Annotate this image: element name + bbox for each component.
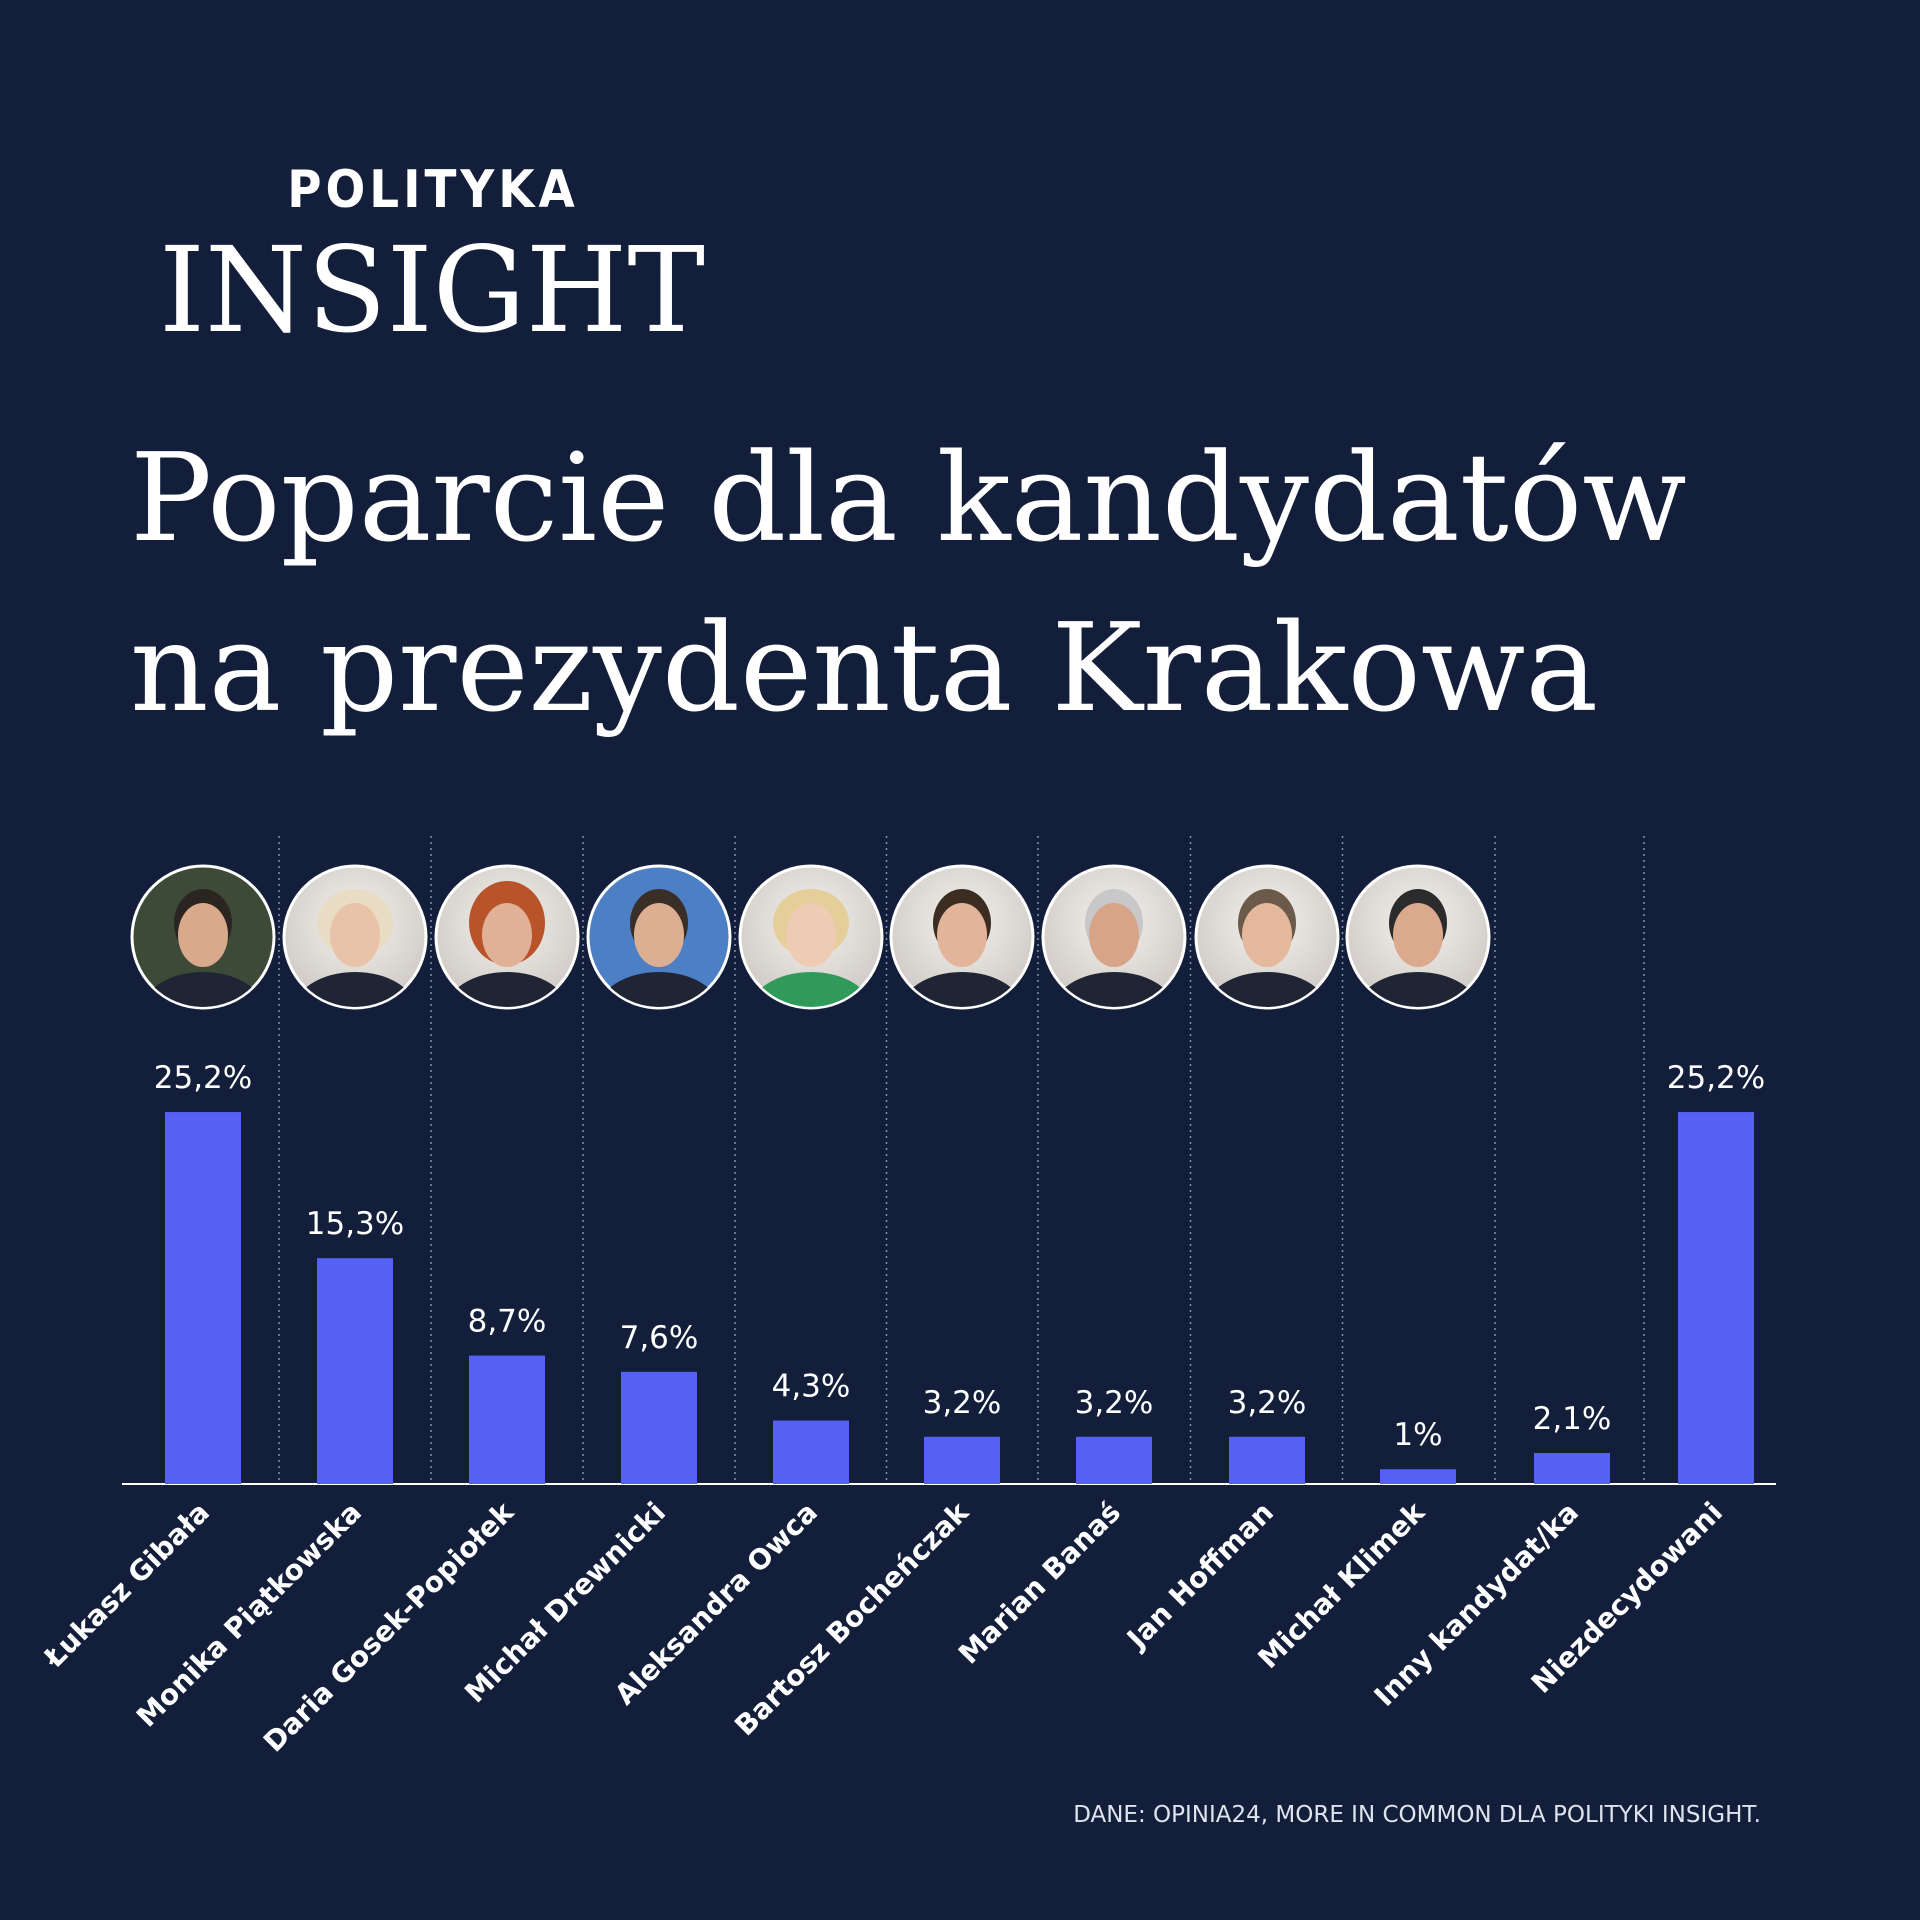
value-label: 3,2% <box>1075 1385 1154 1421</box>
portrait-figure <box>1052 889 1176 1007</box>
portrait-figure <box>445 881 569 1007</box>
face <box>786 903 836 967</box>
face <box>937 903 987 967</box>
shoulders <box>445 972 569 1007</box>
value-label: 8,7% <box>468 1304 547 1340</box>
brand-main: INSIGHT <box>159 221 705 359</box>
portrait <box>1345 864 1491 1010</box>
value-label: 15,3% <box>306 1206 404 1242</box>
bar <box>1076 1436 1152 1484</box>
value-label: 7,6% <box>620 1320 699 1356</box>
bar <box>924 1436 1000 1484</box>
value-label: 25,2% <box>1667 1060 1765 1096</box>
shoulders <box>1205 972 1329 1007</box>
bar <box>1380 1469 1456 1484</box>
value-label: 25,2% <box>154 1060 252 1096</box>
portrait <box>434 864 580 1010</box>
portrait-figure <box>1205 889 1329 1007</box>
portrait <box>586 864 732 1010</box>
value-label: 3,2% <box>1228 1385 1307 1421</box>
portrait <box>738 864 884 1010</box>
source-note: DANE: OPINIA24, MORE IN COMMON DLA POLIT… <box>1073 1802 1761 1828</box>
bar <box>773 1420 849 1484</box>
shoulders <box>1052 972 1176 1007</box>
portrait-figure <box>141 889 265 1007</box>
value-label: 2,1% <box>1533 1401 1612 1437</box>
bar <box>1229 1436 1305 1484</box>
portrait <box>1194 864 1340 1010</box>
portrait <box>282 864 428 1010</box>
chart-title: na prezydenta Krakowa <box>130 597 1598 739</box>
shoulders <box>141 972 265 1007</box>
shoulders <box>597 972 721 1007</box>
face <box>330 903 380 967</box>
bar <box>165 1112 241 1484</box>
face <box>178 903 228 967</box>
face <box>1393 903 1443 967</box>
portrait-figure <box>900 889 1024 1007</box>
chart-title: Poparcie dla kandydatów <box>130 427 1687 569</box>
portrait-figure <box>597 889 721 1007</box>
value-label: 4,3% <box>772 1369 851 1405</box>
face <box>482 903 532 967</box>
bar <box>1678 1112 1754 1484</box>
bar <box>317 1258 393 1484</box>
portrait-figure <box>1356 889 1480 1007</box>
value-label: 3,2% <box>923 1385 1002 1421</box>
bar <box>469 1355 545 1484</box>
shoulders <box>749 972 873 1007</box>
portrait <box>130 864 276 1010</box>
shoulders <box>293 972 417 1007</box>
portrait <box>1041 864 1187 1010</box>
shoulders <box>900 972 1024 1007</box>
face <box>1089 903 1139 967</box>
bar <box>621 1371 697 1484</box>
portrait <box>889 864 1035 1010</box>
portrait-figure <box>293 889 417 1007</box>
face <box>634 903 684 967</box>
shoulders <box>1356 972 1480 1007</box>
portrait-figure <box>749 889 873 1007</box>
value-label: 1% <box>1393 1417 1442 1453</box>
face <box>1242 903 1292 967</box>
bar <box>1534 1453 1610 1484</box>
brand-top: POLITYKA <box>287 160 579 220</box>
